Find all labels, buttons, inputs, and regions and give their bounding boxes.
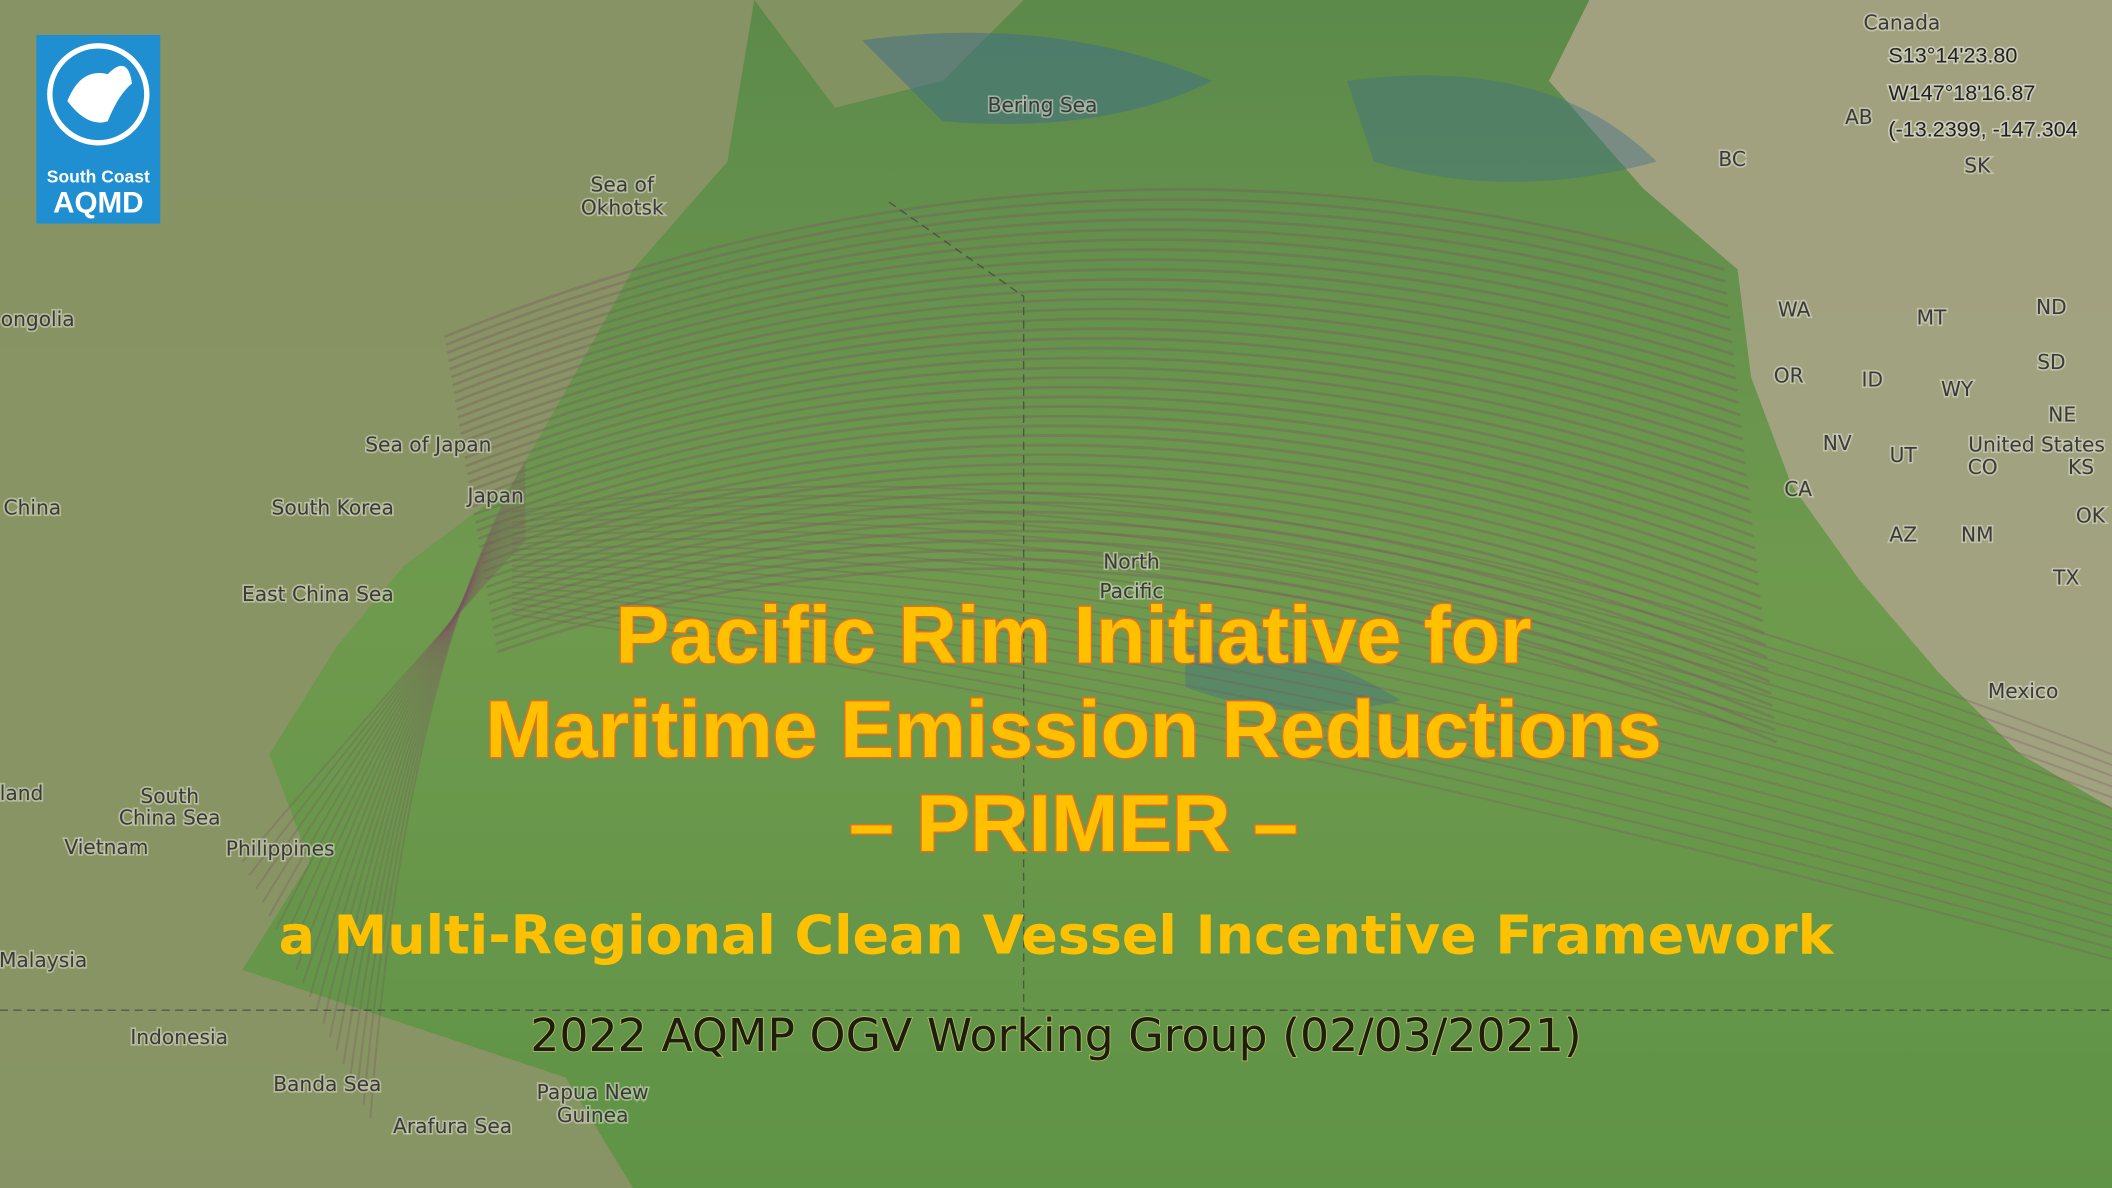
- map-label: East China Sea: [242, 582, 394, 606]
- logo-line1: South Coast: [47, 166, 150, 186]
- meeting: 2022 AQMP OGV Working Group (02/03/2021): [530, 1008, 1581, 1062]
- map-label: ID: [1861, 368, 1883, 392]
- map-label: Vietnam: [64, 835, 148, 859]
- map-label: OK: [2076, 504, 2106, 528]
- map-label: Malaysia: [0, 948, 87, 972]
- map-label: UT: [1890, 443, 1918, 467]
- map-label: Bering Sea: [988, 93, 1098, 117]
- coordinate: S13°14'23.80: [1888, 42, 2017, 67]
- map-label: WA: [1778, 298, 1811, 322]
- map-label: China Sea: [119, 805, 221, 829]
- coordinate: W147°18'16.87: [1888, 80, 2035, 105]
- map-label: TX: [2052, 566, 2079, 590]
- map-label: CO: [1968, 455, 1998, 479]
- map-label: Indonesia: [130, 1025, 228, 1049]
- map-label: North: [1103, 550, 1159, 574]
- map-label: United States: [1968, 432, 2105, 456]
- map-label: Papua New: [537, 1080, 649, 1104]
- logo-line2: AQMD: [53, 187, 144, 220]
- subtitle: a Multi-Regional Clean Vessel Incentive …: [279, 903, 1835, 966]
- map-label: Mexico: [1988, 679, 2059, 703]
- map-label: SK: [1964, 154, 1991, 178]
- map-label: Canada: [1863, 11, 1940, 35]
- map-label: Okhotsk: [581, 195, 664, 219]
- map-label: SD: [2037, 350, 2065, 374]
- map-label: Arafura Sea: [393, 1114, 512, 1138]
- map-label: South: [140, 784, 199, 808]
- map-label: CA: [1784, 477, 1812, 501]
- title-line: – PRIMER –: [849, 779, 1298, 869]
- map-label: Sea of Japan: [365, 432, 491, 456]
- map-label: NV: [1823, 431, 1852, 455]
- coordinate: (-13.2399, -147.304: [1888, 116, 2077, 141]
- map-label: South Korea: [272, 496, 394, 520]
- map-label: BC: [1718, 147, 1746, 171]
- page: {"logo": {"line1": "South Coast", "line2…: [0, 0, 2112, 1188]
- map-label: AB: [1845, 105, 1873, 129]
- map-label: Guinea: [557, 1103, 629, 1127]
- map-label: land: [0, 781, 43, 805]
- slide: Canada AB BC SK Bering Sea Sea ofOkhotsk ongol…: [0, 0, 2112, 1188]
- map-label: OR: [1774, 364, 1804, 388]
- map-label: Banda Sea: [273, 1072, 381, 1096]
- title-line: Maritime Emission Reductions: [485, 685, 1661, 775]
- map-label: KS: [2068, 455, 2094, 479]
- map-label: China: [3, 496, 61, 520]
- map-label: Philippines: [226, 836, 335, 860]
- map-label: Sea of: [591, 172, 655, 196]
- map-label: Japan: [466, 484, 524, 508]
- map-label: WY: [1941, 377, 1974, 401]
- title-line: Pacific Rim Initiative for: [616, 590, 1532, 680]
- map-label: NE: [2048, 403, 2076, 427]
- logo: South Coast AQMD: [36, 35, 160, 224]
- map-label: MT: [1917, 306, 1947, 330]
- map-label: ND: [2036, 295, 2067, 319]
- map-label: NM: [1961, 523, 1994, 547]
- map-label: ongolia: [1, 307, 75, 331]
- map-label: AZ: [1889, 523, 1917, 547]
